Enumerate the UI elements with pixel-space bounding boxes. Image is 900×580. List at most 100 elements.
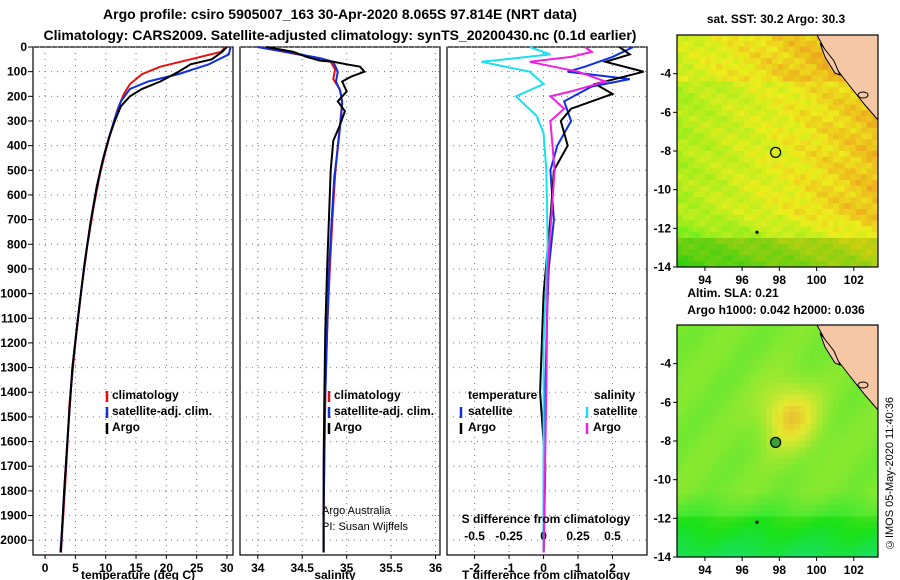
map-cell <box>799 394 806 401</box>
map-cell <box>749 64 756 71</box>
map-cell <box>872 197 879 204</box>
map-cell <box>833 423 840 430</box>
map-cell <box>788 156 795 164</box>
map-cell <box>850 516 857 523</box>
map-cell <box>794 174 801 181</box>
map-cell <box>816 412 823 419</box>
map-cell <box>822 255 829 262</box>
map-cell <box>822 127 829 135</box>
map-cell <box>704 522 711 529</box>
map-cell <box>799 383 806 390</box>
map-cell <box>755 58 762 65</box>
map-cell <box>704 533 711 541</box>
map-cell <box>744 197 751 204</box>
map-cell <box>693 475 700 483</box>
map-cell <box>755 127 762 135</box>
map-cell <box>850 122 857 129</box>
map-cell <box>677 168 684 175</box>
map-cell <box>727 336 734 343</box>
map-cell <box>816 493 823 500</box>
map-cell <box>682 116 689 123</box>
map-cell <box>838 377 845 384</box>
map-cell <box>794 412 801 419</box>
map-cell <box>749 145 756 152</box>
map-cell <box>844 417 851 425</box>
map-cell <box>716 522 723 529</box>
map-cell <box>822 504 829 512</box>
map-cell <box>738 383 745 390</box>
map-cell <box>771 499 778 506</box>
map-cell <box>861 539 868 546</box>
map-cell <box>704 406 711 413</box>
map-cell <box>749 104 756 111</box>
map-cell <box>760 58 767 65</box>
map-cell <box>794 58 801 65</box>
map-cell <box>811 127 818 135</box>
map-cell <box>699 127 706 135</box>
map-cell <box>771 185 778 193</box>
map-cell <box>833 133 840 140</box>
map-cell <box>688 412 695 419</box>
map-cell <box>794 464 801 471</box>
map-cell <box>822 446 829 454</box>
map-cell <box>693 336 700 343</box>
map-cell <box>861 191 868 198</box>
map-cell <box>721 510 728 517</box>
map-cell <box>716 359 723 367</box>
map-cell <box>721 359 728 367</box>
map-cell <box>749 388 756 396</box>
map-cell <box>744 452 751 459</box>
map-cell <box>844 261 851 268</box>
map-cell <box>693 487 700 494</box>
map-cell <box>710 470 717 477</box>
map-cell <box>727 388 734 396</box>
map-cell <box>844 470 851 477</box>
map-cell <box>688 342 695 349</box>
title-line-1: Argo profile: csiro 5905007_163 30-Apr-2… <box>103 6 577 22</box>
map-cell <box>693 116 700 123</box>
map-cell <box>811 93 818 100</box>
map-cell <box>805 406 812 413</box>
map-cell <box>760 261 767 268</box>
map-cell <box>744 545 751 552</box>
map-cell <box>682 394 689 401</box>
map-cell <box>788 191 795 198</box>
map-cell <box>688 499 695 506</box>
map-cell <box>777 400 784 407</box>
map-cell <box>732 429 739 436</box>
map-cell <box>721 232 728 239</box>
map-cell <box>721 371 728 378</box>
map-cell <box>710 533 717 541</box>
map-cell <box>822 354 829 361</box>
legend-label-s-satellite: satellite <box>593 404 638 418</box>
map-cell <box>699 226 706 233</box>
map-cell <box>738 98 745 106</box>
map-cell <box>688 122 695 129</box>
temperature-xlabel: temperature (deg C) <box>81 568 195 580</box>
map-cell <box>805 487 812 494</box>
map-cell <box>760 122 767 129</box>
map-cell <box>788 533 795 541</box>
map-cell <box>677 98 684 106</box>
map-cell <box>704 116 711 123</box>
map-cell <box>721 400 728 407</box>
map-cell <box>755 388 762 396</box>
map-cell <box>749 348 756 355</box>
map-cell <box>816 255 823 262</box>
map-cell <box>710 458 717 465</box>
map-cell <box>716 336 723 343</box>
map-cell <box>693 69 700 77</box>
map-cell <box>861 127 868 135</box>
map-cell <box>799 504 806 512</box>
map-cell <box>872 220 879 227</box>
map-cell <box>727 98 734 106</box>
map-cell <box>693 330 700 338</box>
map-cell <box>677 232 684 239</box>
map-cell <box>811 185 818 193</box>
map-cell <box>682 539 689 546</box>
map-cell <box>738 533 745 541</box>
map-cell <box>755 475 762 483</box>
map-cell <box>816 93 823 100</box>
map-cell <box>827 127 834 135</box>
map-cell <box>704 441 711 448</box>
